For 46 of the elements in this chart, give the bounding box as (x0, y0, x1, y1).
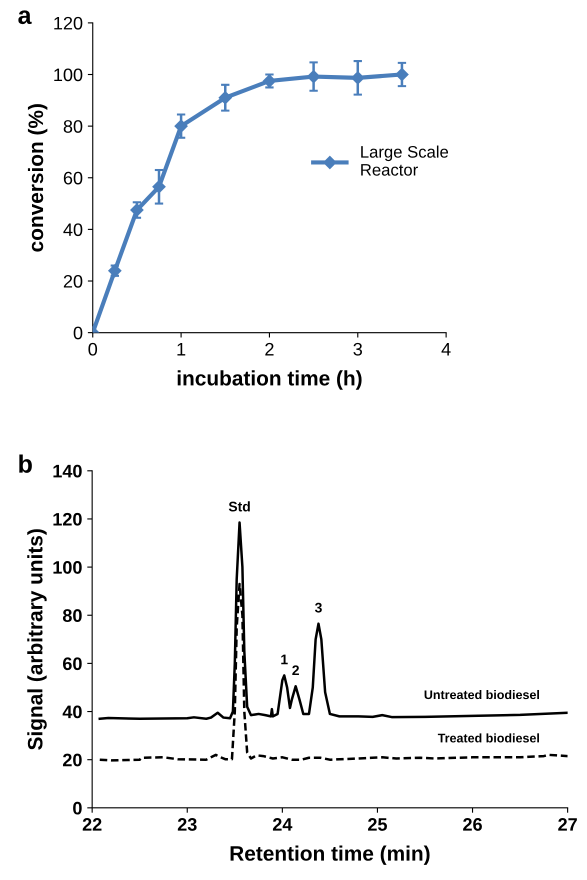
y-axis-title: Signal (arbitrary units) (27, 529, 47, 750)
x-tick-label: 4 (442, 343, 451, 356)
legend-label: Large Scale Reactor (361, 146, 448, 176)
y-tick-label: 120 (53, 512, 82, 526)
annotation: 3 (314, 602, 322, 613)
point (218, 91, 232, 104)
y-tick-label: 0 (74, 326, 82, 340)
series-label: Treated biodiesel (438, 733, 539, 742)
point (307, 70, 320, 84)
x-tick-label: 1 (177, 343, 186, 356)
x-axis-title: Retention time (min) (230, 846, 430, 865)
x-tick-label: 26 (463, 818, 482, 831)
y-tick-label: 80 (64, 120, 82, 133)
x-tick-label: 25 (368, 818, 387, 831)
x-tick-label: 0 (88, 342, 98, 356)
x-tick-label: 23 (178, 818, 197, 831)
y-tick-label: 40 (62, 705, 82, 718)
chart-title: a (18, 10, 32, 24)
y-tick-label: 20 (62, 754, 82, 766)
x-tick-label: 24 (272, 818, 292, 831)
y-tick-label: 20 (64, 274, 82, 288)
point (395, 68, 409, 82)
chart-title: b (19, 454, 32, 473)
y-tick-label: 40 (63, 223, 82, 236)
annotation: Std (228, 501, 250, 512)
x-axis-title: incubation time (h) (178, 370, 362, 390)
series-label: Untreated biodiesel (424, 690, 539, 700)
y-tick-label: 140 (53, 464, 82, 478)
point (152, 180, 166, 194)
y-tick-label: 60 (64, 172, 82, 184)
y-tick-label: 80 (62, 609, 82, 622)
x-tick-label: 22 (82, 818, 102, 831)
y-tick-label: 100 (54, 68, 82, 82)
x-tick-label: 2 (265, 342, 274, 356)
annotation: 1 (281, 654, 288, 664)
y-axis-title: conversion (%) (28, 104, 48, 252)
y-tick-label: 100 (53, 561, 82, 574)
point (351, 71, 364, 84)
y-tick-label: 120 (54, 16, 82, 30)
y-tick-label: 0 (73, 802, 82, 815)
x-tick-label: 27 (558, 818, 577, 831)
point (130, 203, 144, 217)
point (174, 120, 188, 133)
y-tick-label: 60 (63, 657, 82, 670)
annotation: 2 (292, 665, 299, 676)
x-tick-label: 3 (353, 342, 362, 356)
